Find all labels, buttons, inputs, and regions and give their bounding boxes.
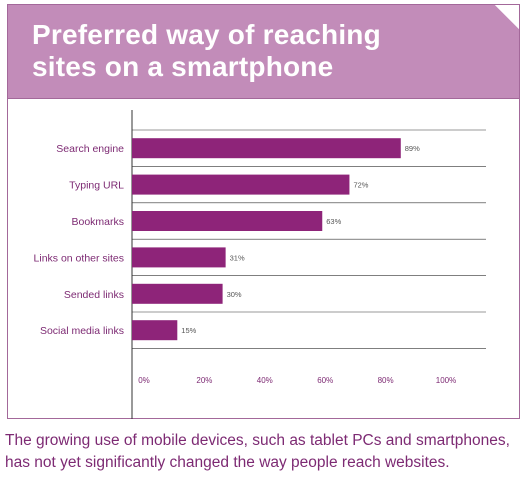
category-label: Bookmarks <box>71 216 124 228</box>
bar-value-label: 15% <box>181 326 196 335</box>
bar <box>132 174 350 195</box>
bar-value-label: 89% <box>405 144 420 153</box>
x-tick-label: 80% <box>378 376 394 385</box>
chart-caption: The growing use of mobile devices, such … <box>5 430 525 474</box>
category-label: Search engine <box>56 143 124 155</box>
bar <box>132 247 226 268</box>
x-tick-label: 0% <box>138 376 150 385</box>
chart-title-line-2: sites on a smartphone <box>32 51 334 82</box>
category-label: Social media links <box>40 325 124 337</box>
chart-title-line-1: Preferred way of reaching <box>32 19 381 50</box>
page-fold-corner <box>494 5 519 30</box>
category-label: Links on other sites <box>34 252 124 264</box>
x-tick-label: 40% <box>257 376 273 385</box>
caption-line-1: The growing use of mobile devices, such … <box>5 432 510 449</box>
bar-value-label: 30% <box>227 290 242 299</box>
bar <box>132 211 323 231</box>
bar-value-label: 72% <box>353 181 368 190</box>
category-label: Sended links <box>64 289 124 301</box>
chart-header: Preferred way of reaching sites on a sma… <box>8 5 519 99</box>
bar <box>132 283 223 304</box>
bar <box>132 138 401 159</box>
x-tick-label: 60% <box>317 376 333 385</box>
chart-frame: Preferred way of reaching sites on a sma… <box>7 4 520 419</box>
category-label: Typing URL <box>69 180 124 192</box>
bar <box>132 320 178 341</box>
bar-value-label: 63% <box>326 217 341 226</box>
bar-value-label: 31% <box>230 253 245 262</box>
x-tick-label: 20% <box>196 376 212 385</box>
x-tick-label: 100% <box>436 376 456 385</box>
caption-line-2: has not yet significantly changed the wa… <box>5 454 450 471</box>
chart-title: Preferred way of reaching sites on a sma… <box>32 19 381 83</box>
